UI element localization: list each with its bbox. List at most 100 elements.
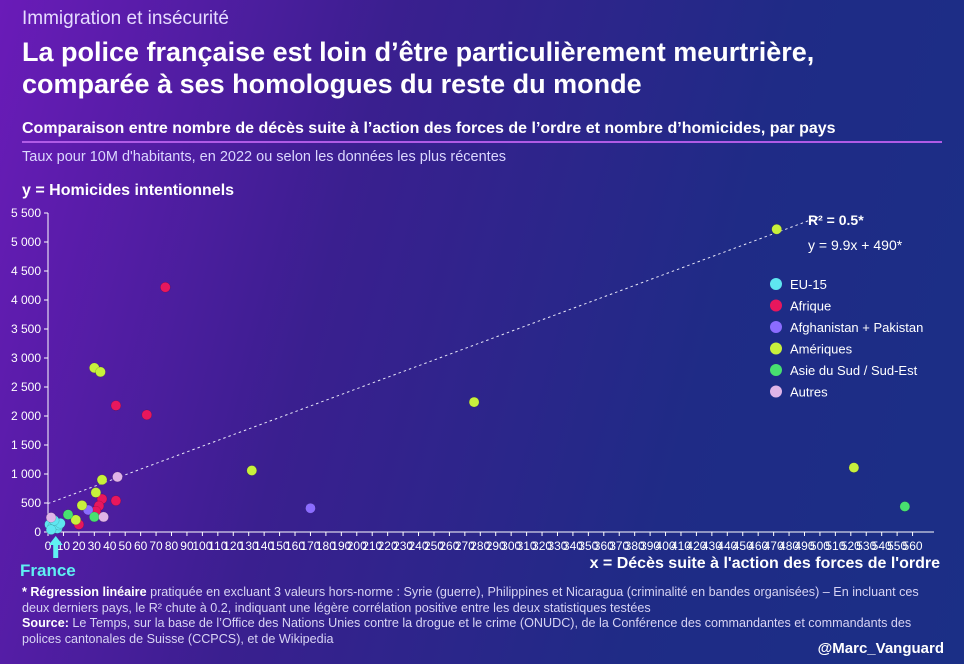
data-point: [70, 514, 82, 526]
x-tick-label: 260: [439, 539, 459, 553]
data-point: [141, 409, 153, 421]
legend-label: Afrique: [790, 299, 831, 314]
data-point: [76, 500, 88, 511]
data-point: [305, 502, 316, 514]
chart-subtitle: Comparaison entre nombre de décès suite …: [22, 120, 836, 137]
x-tick-label: 120: [223, 539, 243, 553]
legend-label: Asie du Sud / Sud-Est: [790, 363, 918, 378]
x-tick-label: 140: [254, 539, 274, 553]
legend-marker: [770, 342, 782, 355]
regression-equation: y = 9.9x + 490*: [808, 237, 903, 253]
france-annotation: France: [20, 561, 76, 580]
x-tick-label: 550: [887, 539, 907, 553]
x-tick-label: 250: [424, 539, 444, 553]
x-tick-label: 150: [270, 539, 290, 553]
x-tick-label: 440: [717, 539, 737, 553]
x-tick-label: 530: [856, 539, 876, 553]
x-tick-label: 340: [563, 539, 583, 553]
kicker: Immigration et insécurité: [22, 8, 229, 29]
data-point: [771, 223, 782, 235]
x-tick-label: 50: [119, 539, 133, 553]
x-tick-label: 90: [180, 539, 194, 553]
y-tick-label: 4 500: [11, 264, 41, 278]
x-tick-label: 490: [794, 539, 814, 553]
x-tick-label: 310: [517, 539, 537, 553]
legend: EU-15 Afrique Afghanistan + Pakistan Amériq…: [770, 277, 923, 400]
france-arrow-icon: [48, 536, 63, 558]
page-title-line-2: comparée à ses homologues du reste du mo…: [22, 69, 642, 99]
axes: 0 10 20 30 40 50 60 70 80 90100110120130140150160…: [11, 206, 934, 553]
x-tick-label: 290: [486, 539, 506, 553]
x-tick-label: 500: [810, 539, 830, 553]
x-tick-label: 180: [316, 539, 336, 553]
x-tick-label: 220: [378, 539, 398, 553]
legend-marker: [770, 321, 782, 333]
legend-label: Amériques: [790, 342, 853, 357]
legend-marker: [770, 364, 782, 376]
y-tick-label: 5 500: [11, 206, 41, 220]
x-tick-label: 350: [578, 539, 598, 553]
x-tick-label: 390: [640, 539, 660, 553]
x-tick-label: 370: [609, 539, 629, 553]
y-tick-label: 2 000: [11, 409, 41, 423]
x-tick-label: 40: [103, 539, 117, 553]
y-tick-label: 3 000: [11, 351, 41, 365]
data-point: [899, 501, 911, 512]
x-tick-label: 60: [134, 539, 148, 553]
source-text: Le Temps, sur la base de l’Office des Na…: [22, 616, 912, 646]
data-point: [246, 465, 258, 476]
legend-marker: [770, 385, 782, 398]
data-point: [110, 400, 122, 411]
x-tick-label: 480: [779, 539, 799, 553]
x-tick-label: 560: [903, 539, 923, 553]
x-tick-label: 330: [547, 539, 567, 553]
data-point: [160, 281, 171, 293]
x-tick-label: 0: [45, 539, 52, 553]
data-point: [110, 495, 122, 506]
x-tick-label: 280: [470, 539, 490, 553]
y-tick-label: 500: [21, 496, 41, 510]
y-tick-label: 0: [34, 525, 41, 539]
data-point: [45, 512, 57, 523]
x-tick-label: 360: [594, 539, 614, 553]
data-point: [89, 511, 100, 523]
x-tick-label: 460: [748, 539, 768, 553]
legend-label: EU-15: [790, 277, 827, 292]
x-tick-label: 510: [825, 539, 845, 553]
data-point: [90, 487, 102, 498]
x-tick-label: 70: [149, 539, 163, 553]
x-tick-label: 130: [239, 539, 259, 553]
regression-line-group: R² = 0.5* y = 9.9x + 490*: [47, 212, 903, 505]
x-tick-label: 270: [455, 539, 475, 553]
x-tick-label: 190: [331, 539, 351, 553]
france-arrow-shape: [48, 536, 63, 558]
x-tick-label: 420: [686, 539, 706, 553]
legend-marker: [770, 278, 782, 290]
x-tick-label: 320: [532, 539, 552, 553]
data-point: [98, 511, 109, 523]
x-axis-label: x = Décès suite à l'action des forces de…: [589, 555, 940, 572]
subtitle-underline: [22, 141, 942, 143]
y-tick-label: 1 000: [11, 467, 41, 481]
data-point: [468, 396, 480, 408]
regression-note-text: pratiquée en excluant 3 valeurs hors-nor…: [22, 585, 919, 615]
x-tick-label: 110: [208, 539, 227, 553]
author-handle: @Marc_Vanguard: [817, 640, 944, 657]
r-squared-label: R² = 0.5*: [808, 212, 864, 228]
x-tick-label: 430: [702, 539, 722, 553]
x-tick-label: 230: [393, 539, 413, 553]
regression-note-label: * Régression linéaire: [22, 585, 147, 599]
units-note: Taux pour 10M d'habitants, en 2022 ou se…: [22, 149, 507, 165]
page-title-line-1: La police française est loin d’être part…: [22, 37, 815, 67]
x-tick-label: 300: [501, 539, 521, 553]
legend-label: Afghanistan + Pakistan: [790, 320, 923, 335]
data-point: [95, 366, 106, 378]
data-points: [44, 223, 911, 535]
y-tick-label: 1 500: [11, 438, 41, 452]
data-point: [848, 462, 860, 473]
data-point: [112, 471, 123, 483]
x-tick-label: 20: [72, 539, 86, 553]
x-tick-label: 380: [625, 539, 645, 553]
data-point: [96, 474, 108, 486]
